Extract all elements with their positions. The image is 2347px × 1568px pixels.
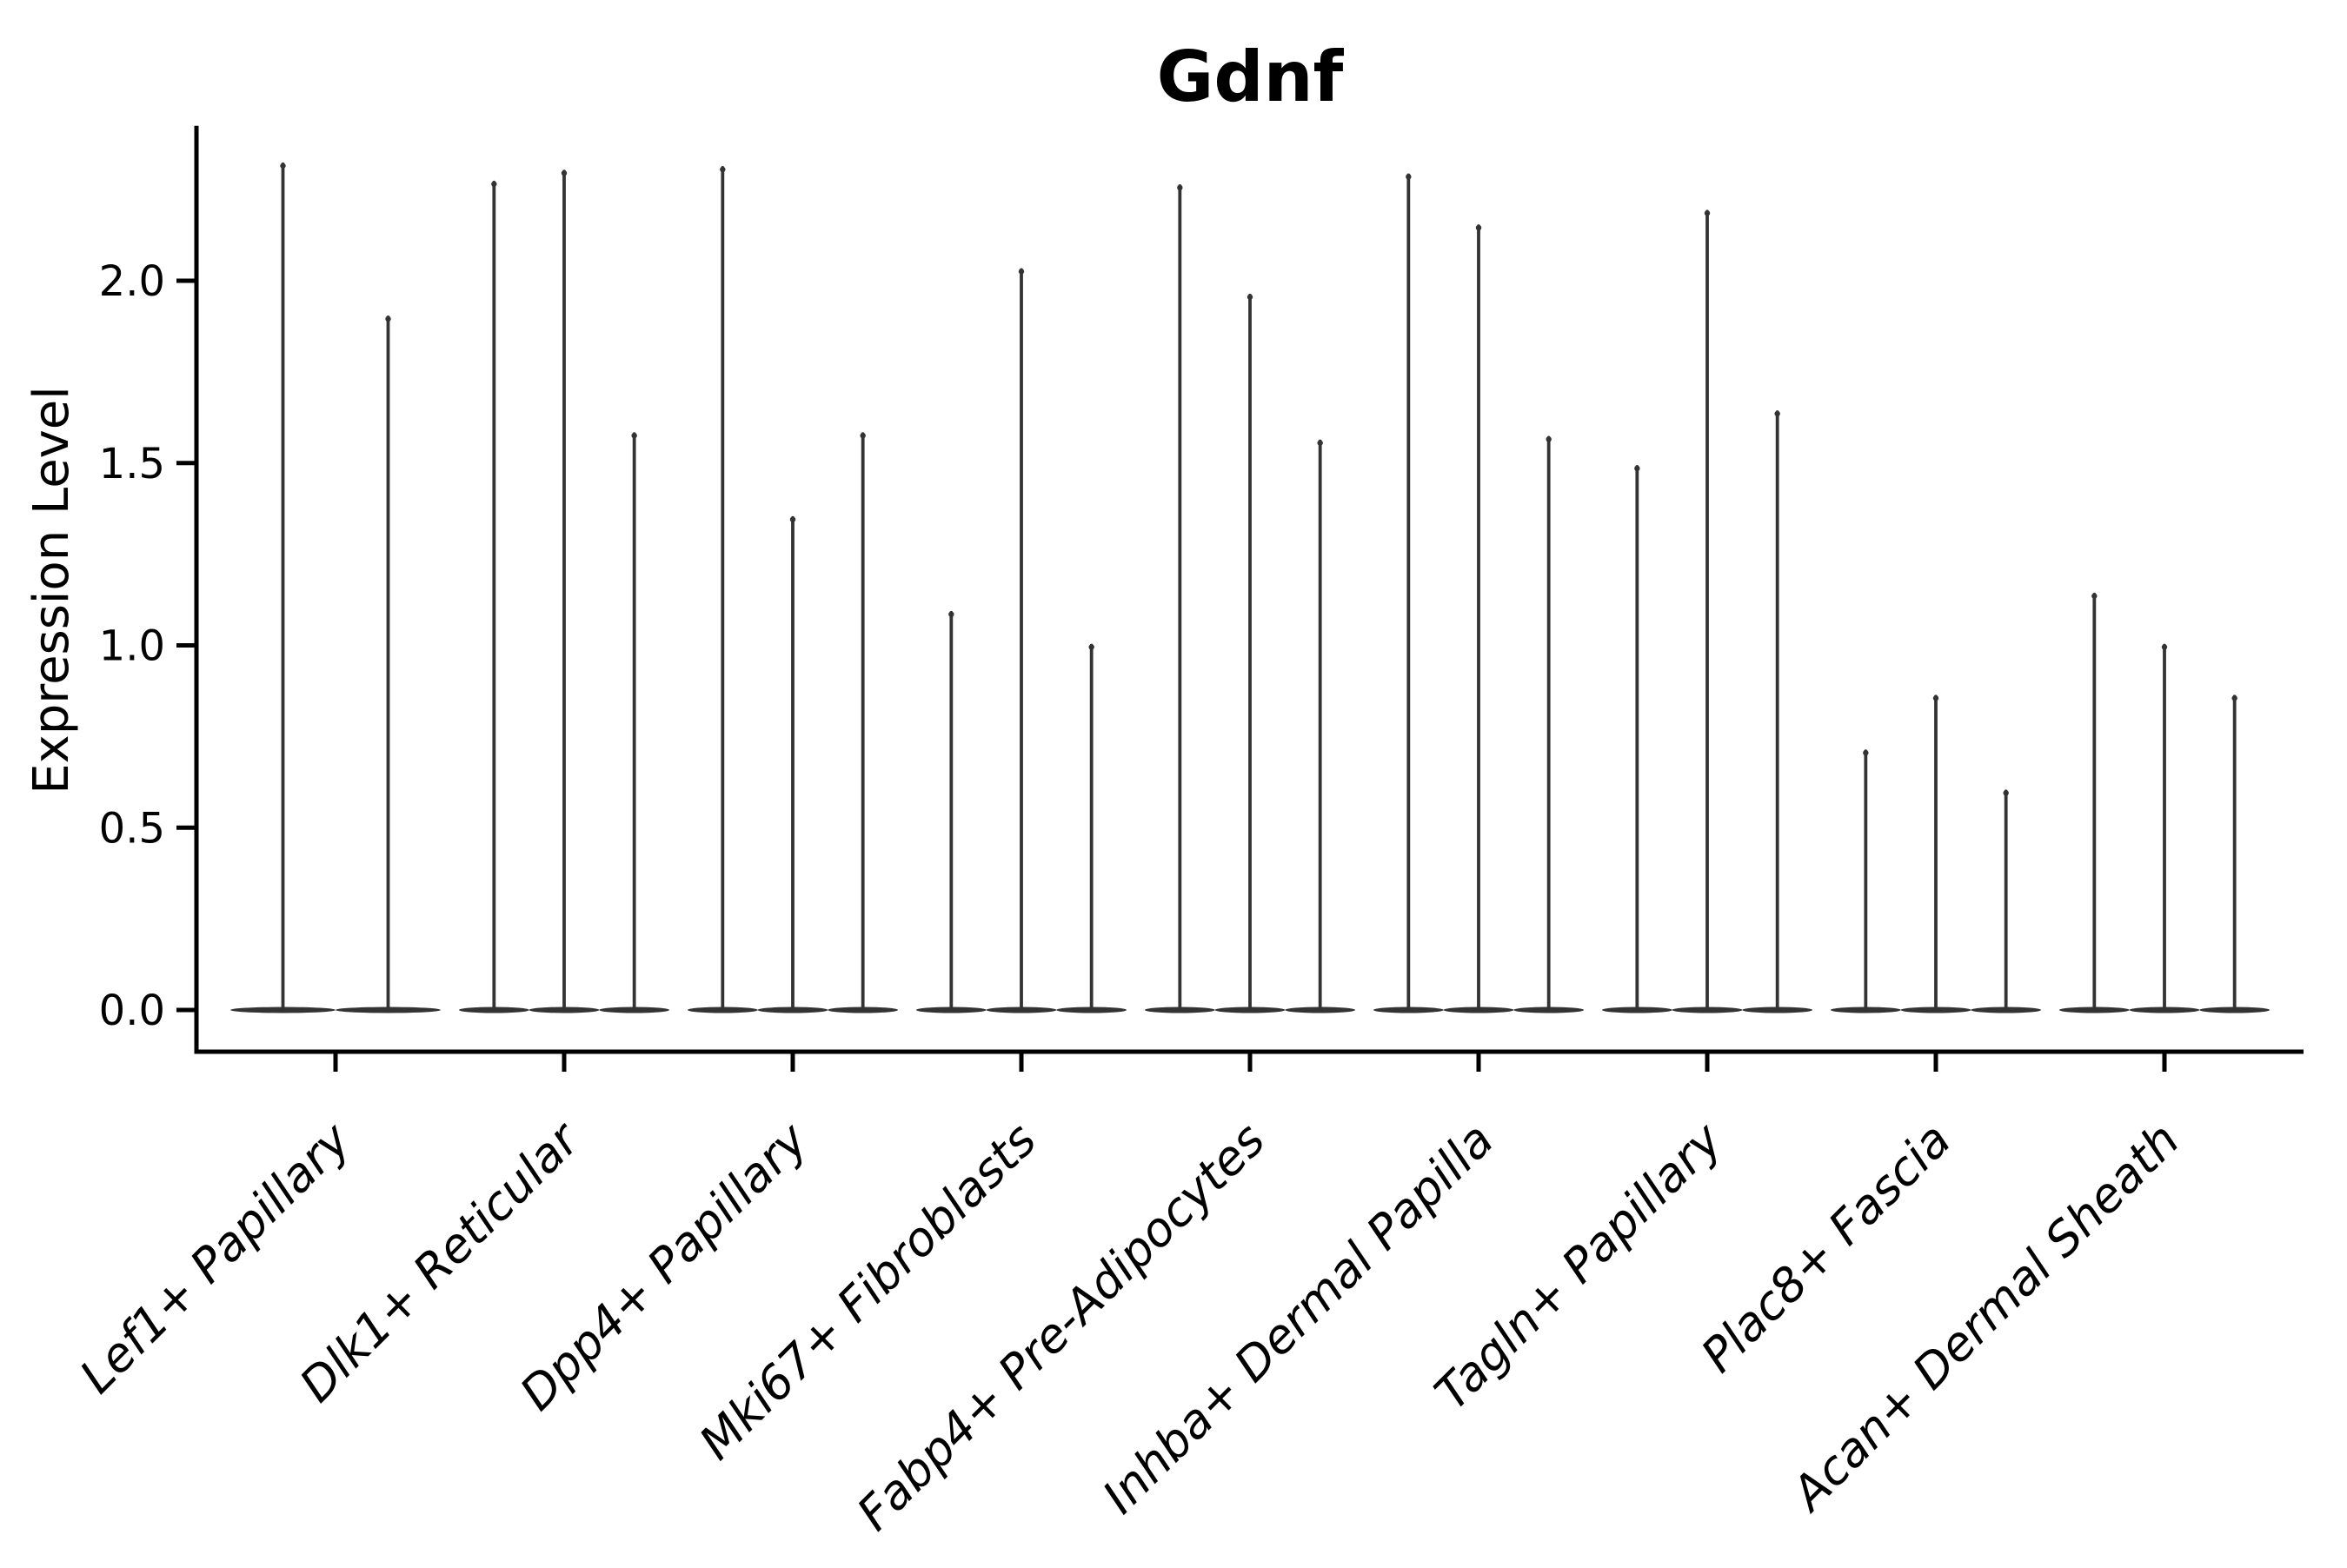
violin-spike-tip [2231,695,2237,701]
violin-spike-tip [1247,294,1253,300]
violin-spike-tip [789,516,796,522]
x-axis-tick-label: Fabp4+ Pre-Adipocytes [847,1113,1275,1541]
violin-spike-tip [1406,174,1412,180]
violin-spike-tip [860,432,866,439]
violin-spike-tip [2003,790,2009,796]
violin-spike-tip [1634,465,1640,472]
plot-title: Gdnf [1157,37,1345,117]
violin-spike-tip [1018,269,1025,275]
violin-spike-tip [491,181,497,187]
violin-spike-tip [948,611,954,617]
violin-spike-tip [631,432,637,439]
x-axis-tick-label: Acan+ Dermal Sheath [1779,1113,2190,1523]
violin-spike-tip [1932,695,1939,701]
violin-spike-tip [561,169,568,176]
y-axis-tick-label: 2.0 [99,257,165,306]
violin-spike-tip [1774,410,1780,417]
violin-spike-tip [385,316,391,322]
y-axis-tick-label: 1.5 [99,440,165,488]
violin-spike-tip [2091,593,2098,599]
y-axis-tick-label: 0.0 [99,987,165,1035]
violin-spike-tip [1863,749,1869,756]
violin-spike-tip [1475,224,1482,231]
violin-spike-tip [720,166,726,173]
y-axis-tick-label: 1.0 [99,622,165,671]
violin-spike-tip [1546,436,1552,442]
violin-spike-tip [1088,644,1094,650]
violin-spike-tip [1177,184,1183,191]
violin-spike-tip [1704,210,1711,216]
violin-spike-tip [2161,644,2168,650]
y-axis-label: Expression Level [23,386,80,794]
violin-spike-tip [1317,440,1323,446]
violin-spike-tip [280,163,286,169]
y-axis-tick-label: 0.5 [99,804,165,853]
x-axis-tick-label: Inhba+ Dermal Papilla [1092,1113,1504,1525]
